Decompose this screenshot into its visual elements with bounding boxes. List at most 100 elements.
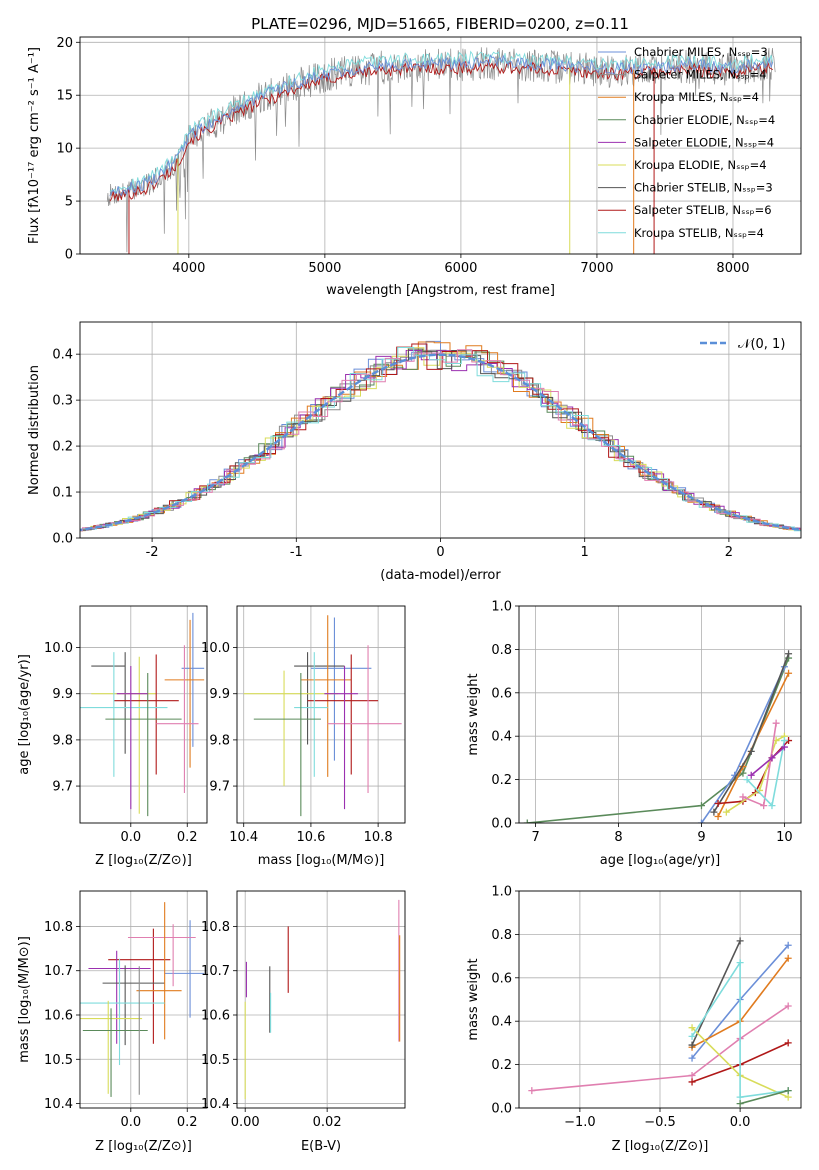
grid — [519, 890, 801, 1109]
mass-weight-vs-age-panel: 7 8 9 10 0.0 0.2 0.4 0.6 0.8 1.0 age [log₁₀(age/yr… — [466, 600, 802, 868]
data-marker — [736, 959, 744, 967]
legend-label: Kroupa ELODIE, Nₛₛₚ=4 — [634, 158, 767, 172]
data-marker — [714, 799, 722, 807]
data-marker — [697, 819, 705, 823]
data-marker — [688, 1024, 696, 1032]
data-marker — [747, 747, 755, 755]
y-axis-label: mass weight — [466, 673, 481, 755]
x-tick-label: 10.6 — [296, 830, 325, 845]
x-tick-label: 7000 — [580, 261, 613, 276]
x-tick-label: 7 — [531, 830, 539, 845]
axes-frame — [79, 605, 208, 824]
x-tick-label: 0.00 — [231, 1115, 260, 1130]
x-tick-label: 10.4 — [229, 830, 258, 845]
data-marker — [785, 669, 793, 677]
x-axis-label: Z [log₁₀(Z/Z⊙)] — [95, 1139, 192, 1154]
plot-area — [80, 612, 205, 817]
data-marker — [784, 1093, 792, 1101]
residual-histogram-step — [80, 347, 801, 532]
x-tick-label: -2 — [146, 545, 159, 560]
mass-weight-line — [725, 735, 785, 813]
legend-label: Salpeter STELIB, Nₛₛₚ=6 — [634, 203, 772, 217]
y-tick-label: 10.4 — [44, 1097, 73, 1112]
grid — [519, 605, 801, 824]
data-marker — [780, 737, 788, 745]
grid — [80, 891, 207, 1108]
x-tick-label: 9 — [697, 830, 705, 845]
y-tick-label: 0.2 — [52, 440, 73, 455]
y-tick-label: 0.0 — [52, 532, 73, 547]
x-tick-label: 2 — [725, 545, 733, 560]
y-tick-label: 0.4 — [491, 730, 512, 745]
x-tick-label: 0.0 — [730, 1115, 751, 1130]
y-tick-label: 0.8 — [491, 928, 512, 943]
gaussian-curve — [80, 353, 801, 532]
y-tick-label: 0.0 — [491, 817, 512, 832]
data-marker — [523, 819, 531, 823]
x-tick-label: 10.8 — [364, 830, 393, 845]
mass-weight-line — [691, 940, 741, 1046]
residual-histogram-step — [80, 349, 801, 532]
data-marker — [736, 937, 744, 945]
data-marker — [688, 1078, 696, 1086]
data-marker — [688, 1041, 696, 1049]
residual-histogram-panel: -2 -1 0 1 2 0.0 0.1 0.2 0.3 0.4 (data-model)/error… — [27, 321, 802, 583]
plot-area — [243, 615, 402, 817]
axes-frame — [79, 36, 802, 255]
mass-weight-line — [691, 959, 789, 1099]
y-tick-label: 9.7 — [209, 780, 230, 795]
data-marker — [785, 650, 793, 658]
x-tick-label: 4000 — [172, 261, 205, 276]
data-marker — [714, 812, 722, 820]
legend-label: 𝒩(0, 1) — [738, 337, 785, 352]
x-axis-label: Z [log₁₀(Z/Z⊙)] — [95, 853, 192, 868]
y-tick-label: 0.4 — [491, 1015, 512, 1030]
data-marker — [688, 1071, 696, 1079]
axes-frame — [236, 605, 406, 824]
mass-weight-vs-metallicity-panel: −1.0 −0.5 0.0 0.0 0.2 0.4 0.6 0.8 1.0 Z [log₁₀(Z/… — [466, 885, 802, 1154]
y-tick-label: 5 — [65, 195, 73, 210]
x-tick-label: 0.0 — [120, 1115, 141, 1130]
y-axis-label: mass weight — [466, 958, 481, 1040]
data-marker — [784, 1087, 792, 1095]
legend-label: Chabrier ELODIE, Nₛₛₚ=4 — [634, 113, 775, 127]
x-axis-label: wavelength [Angstrom, rest frame] — [326, 283, 555, 298]
data-marker — [784, 941, 792, 949]
x-axis-label: E(B-V) — [301, 1139, 341, 1154]
y-tick-label: 10.6 — [201, 1009, 230, 1024]
legend-label: Kroupa MILES, Nₛₛₚ=4 — [634, 90, 759, 104]
axes-frame — [236, 890, 406, 1109]
data-marker — [768, 754, 776, 762]
x-axis-label: age [log₁₀(age/yr)] — [600, 853, 721, 868]
y-tick-label: 9.7 — [52, 780, 73, 795]
axes-frame — [79, 890, 208, 1109]
data-marker — [772, 719, 780, 727]
mass-weight-line — [750, 746, 785, 776]
grid — [237, 606, 405, 823]
y-tick-label: 9.8 — [52, 733, 73, 748]
plot-area — [106, 47, 776, 254]
data-marker — [722, 808, 730, 816]
plot-area — [244, 899, 401, 1100]
legend-label: Chabrier MILES, Nₛₛₚ=3 — [634, 45, 768, 59]
y-tick-label: 15 — [56, 89, 73, 104]
data-marker — [736, 1100, 744, 1108]
x-tick-label: 1 — [581, 545, 589, 560]
x-axis-label: mass [log₁₀(M/M⊙)] — [258, 853, 385, 868]
data-marker — [688, 1054, 696, 1062]
residual-histogram-step — [80, 340, 801, 532]
plot-area — [528, 937, 792, 1108]
y-tick-label: 0.1 — [52, 486, 73, 501]
y-tick-label: 10.6 — [44, 1009, 73, 1024]
y-tick-label: 0.6 — [491, 686, 512, 701]
grid — [237, 891, 405, 1108]
data-marker — [784, 1002, 792, 1010]
axes-frame — [518, 890, 802, 1109]
data-marker — [528, 1087, 536, 1095]
model-spectrum-line — [109, 54, 774, 197]
y-tick-label: 10.8 — [44, 920, 73, 935]
x-tick-label: 0.2 — [177, 830, 198, 845]
mass-weight-line — [531, 1005, 789, 1092]
data-marker — [784, 1039, 792, 1047]
data-marker — [688, 1032, 696, 1040]
